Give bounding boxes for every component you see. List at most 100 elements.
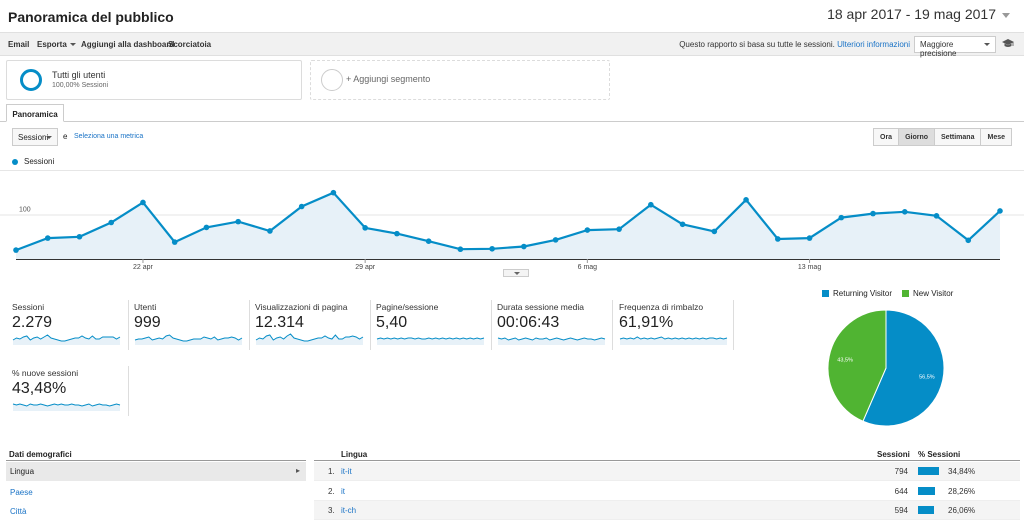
metric-tile[interactable]: Visualizzazioni di pagina 12.314 xyxy=(255,302,373,352)
pie-legend-label: Returning Visitor xyxy=(833,289,892,298)
granularity-hour[interactable]: Ora xyxy=(874,129,900,145)
sessions-line-chart: 100 200 22 apr 29 apr 6 mag 13 mag xyxy=(0,168,1024,271)
add-segment-card[interactable]: + Aggiungi segmento xyxy=(310,60,610,100)
data-point[interactable] xyxy=(298,203,305,210)
precision-value: Maggiore precisione xyxy=(920,40,957,58)
table-row: 2. it 644 28,26% xyxy=(314,482,1020,501)
demographics-item-language[interactable]: Lingua xyxy=(6,462,306,481)
data-point[interactable] xyxy=(933,213,940,219)
data-point[interactable] xyxy=(552,237,559,243)
data-point[interactable] xyxy=(901,209,908,215)
sparkline-line xyxy=(376,337,485,340)
pie-legend-returning[interactable]: Returning Visitor xyxy=(822,289,892,298)
pie-legend-new[interactable]: New Visitor xyxy=(902,289,953,298)
pie-slice[interactable] xyxy=(827,309,887,422)
data-point[interactable] xyxy=(362,225,368,231)
table-row: 1. it-it 794 34,84% xyxy=(314,462,1020,481)
tab-overview[interactable]: Panoramica xyxy=(6,104,64,122)
metric-select[interactable]: Sessioni xyxy=(12,128,58,146)
sampling-text: Questo rapporto si basa su tutte le sess… xyxy=(679,40,835,49)
segment-all-users[interactable]: Tutti gli utenti 100,00% Sessioni xyxy=(6,60,302,100)
data-point[interactable] xyxy=(616,226,622,232)
metric-tile[interactable]: Pagine/sessione 5,40 xyxy=(376,302,494,352)
shortcut-button[interactable]: Scorciatoia xyxy=(168,40,212,49)
more-info-link[interactable]: Ulteriori informazioni xyxy=(837,40,910,49)
data-point[interactable] xyxy=(457,246,464,253)
data-point[interactable] xyxy=(648,201,654,208)
tile-separator xyxy=(249,300,250,350)
metric-tile[interactable]: Sessioni 2.279 xyxy=(12,302,130,352)
language-link[interactable]: it-it xyxy=(341,467,352,476)
metric-value: 2.279 xyxy=(12,314,53,331)
graduation-cap-icon[interactable] xyxy=(1002,39,1014,49)
row-index: 2. xyxy=(328,486,335,496)
data-point[interactable] xyxy=(711,228,718,235)
language-link[interactable]: it-ch xyxy=(341,506,357,515)
demographics-item-city[interactable]: Città xyxy=(10,507,27,516)
data-point[interactable] xyxy=(743,197,749,203)
data-point[interactable] xyxy=(838,214,845,221)
demographics-item-country[interactable]: Paese xyxy=(10,488,33,497)
pie-legend: Returning Visitor New Visitor xyxy=(822,289,953,298)
row-pct-bar xyxy=(918,467,939,475)
data-point[interactable] xyxy=(997,208,1003,214)
pie-slice[interactable] xyxy=(862,309,945,427)
sparkline-area xyxy=(256,334,363,345)
metric-tile[interactable]: Frequenza di rimbalzo 61,91% xyxy=(619,302,737,352)
data-point[interactable] xyxy=(775,236,781,242)
row-index: 3. xyxy=(328,506,335,515)
data-point[interactable] xyxy=(870,210,876,217)
add-segment-label: + Aggiungi segmento xyxy=(346,74,431,84)
metric-tile[interactable]: Utenti 999 xyxy=(134,302,252,352)
language-link[interactable]: it xyxy=(341,486,345,496)
data-point[interactable] xyxy=(425,238,432,244)
data-point[interactable] xyxy=(965,237,972,244)
granularity-day[interactable]: Giorno xyxy=(899,129,936,145)
row-sessions: 594 xyxy=(894,506,908,515)
chart-resize-handle[interactable] xyxy=(503,269,529,277)
data-point[interactable] xyxy=(203,224,210,231)
granularity-toggle: Ora Giorno Settimana Mese xyxy=(873,128,1012,146)
data-point[interactable] xyxy=(806,235,813,241)
precision-select[interactable]: Maggiore precisione xyxy=(914,36,996,58)
pie-legend-label: New Visitor xyxy=(913,289,954,298)
granularity-week[interactable]: Settimana xyxy=(935,129,982,145)
export-button[interactable]: Esporta xyxy=(37,40,76,49)
data-point[interactable] xyxy=(267,228,273,234)
legend-swatch-icon xyxy=(822,290,829,297)
data-point[interactable] xyxy=(521,243,527,250)
email-button[interactable]: Email xyxy=(8,40,30,49)
legend-label: Sessioni xyxy=(24,157,55,166)
chart-legend: Sessioni xyxy=(12,157,54,166)
data-point[interactable] xyxy=(44,235,51,241)
header-sessions[interactable]: Sessioni xyxy=(877,450,910,459)
granularity-month[interactable]: Mese xyxy=(981,129,1011,145)
data-point[interactable] xyxy=(235,218,241,225)
metric-sparkline xyxy=(134,334,243,345)
x-tick-label: 29 apr xyxy=(355,264,376,271)
row-pct: 26,06% xyxy=(948,506,976,515)
date-range-picker[interactable]: 18 apr 2017 - 19 mag 2017 xyxy=(827,6,1010,22)
data-point[interactable] xyxy=(679,221,686,228)
chevron-down-icon xyxy=(1002,12,1010,18)
data-point[interactable] xyxy=(108,219,115,226)
data-point[interactable] xyxy=(489,245,495,252)
data-point[interactable] xyxy=(13,247,19,253)
data-point[interactable] xyxy=(584,227,591,233)
data-point[interactable] xyxy=(76,233,83,240)
header-pct-sessions[interactable]: % Sessioni xyxy=(918,450,961,459)
data-point[interactable] xyxy=(171,239,178,245)
row-pct: 28,26% xyxy=(948,486,976,496)
metric-tile[interactable]: Durata sessione media 00:06:43 xyxy=(497,302,615,352)
data-point[interactable] xyxy=(140,199,146,206)
sparkline-area xyxy=(13,404,120,411)
page-title: Panoramica del pubblico xyxy=(8,9,174,25)
data-point[interactable] xyxy=(394,230,400,237)
data-point[interactable] xyxy=(330,189,337,196)
table-row: 3. it-ch 594 26,06% xyxy=(314,501,1020,520)
add-to-dashboard-button[interactable]: Aggiungi alla dashboard xyxy=(81,40,175,49)
metric-tile[interactable]: % nuove sessioni 43,48% xyxy=(12,368,130,418)
export-label: Esporta xyxy=(37,40,67,49)
legend-dot-icon xyxy=(12,158,18,165)
select-metric-link[interactable]: Seleziona una metrica xyxy=(74,133,144,140)
